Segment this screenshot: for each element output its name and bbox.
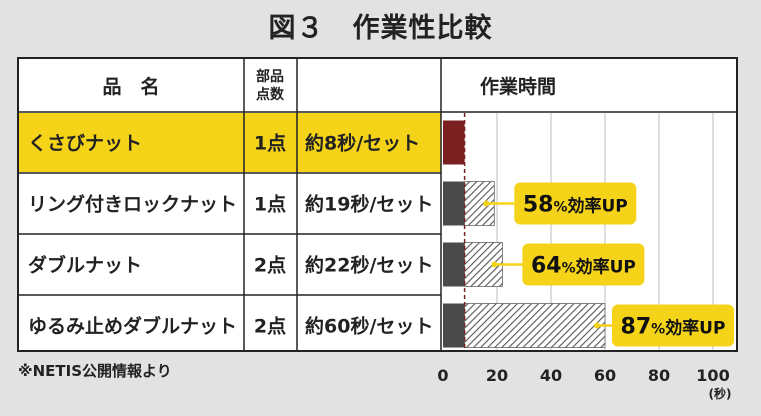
row-name: ゆるみ止めダブルナット	[28, 315, 237, 338]
x-axis-ticks: 0 20 40 60 80 100	[437, 366, 729, 385]
header-parts-line2: 点数	[256, 86, 285, 103]
bar-base-3	[443, 303, 465, 348]
header-parts-line1: 部品	[256, 68, 284, 85]
bar-0	[443, 120, 465, 165]
row-time-label: 約60秒/セット	[305, 315, 433, 338]
callout-text: 64%効率UP	[531, 254, 636, 279]
x-tick-label: 80	[648, 366, 670, 385]
column-lines	[243, 58, 442, 351]
x-tick-label: 100	[696, 366, 729, 385]
row-time-label: 約19秒/セット	[305, 193, 433, 216]
bar-base-1	[443, 181, 465, 226]
x-tick-label: 60	[594, 366, 616, 385]
highlight-row-background	[19, 113, 441, 172]
row-name: リング付きロックナット	[28, 193, 237, 216]
row-time-label: 約22秒/セット	[305, 254, 433, 277]
callout-dot	[594, 322, 600, 329]
header-time: 作業時間	[480, 75, 556, 98]
source-note: ※NETIS公開情報より	[18, 362, 172, 380]
row-name: ダブルナット	[28, 254, 142, 277]
x-tick-label: 20	[486, 366, 508, 385]
row-parts: 2点	[254, 255, 286, 277]
callout-box	[522, 243, 645, 286]
row-parts: 2点	[254, 316, 286, 338]
row-lines	[18, 111, 737, 296]
callout-box	[612, 304, 734, 347]
callout-dot	[491, 261, 498, 268]
row-name: くさびナット	[28, 133, 142, 155]
callout-text: 87%効率UP	[621, 315, 726, 340]
callout-dot	[483, 200, 490, 207]
header-name: 品 名	[102, 75, 159, 98]
bar-extra-3	[464, 303, 606, 348]
row-time-label: 約8秒/セット	[305, 132, 420, 155]
row-parts: 1点	[254, 194, 286, 216]
callouts: 58%効率UP 64%効率UP 87%効率UP	[483, 182, 734, 347]
callout-text: 58%効率UP	[523, 193, 628, 218]
bars	[443, 120, 606, 348]
bar-extra-2	[464, 242, 503, 287]
x-tick-label: 0	[437, 366, 448, 385]
callout-box	[514, 182, 637, 225]
x-tick-label: 40	[540, 366, 562, 385]
bar-base-2	[443, 242, 465, 287]
chart-title: 図３ 作業性比較	[268, 13, 493, 44]
row-parts: 1点	[254, 133, 286, 155]
x-axis-unit: (秒)	[709, 386, 732, 401]
